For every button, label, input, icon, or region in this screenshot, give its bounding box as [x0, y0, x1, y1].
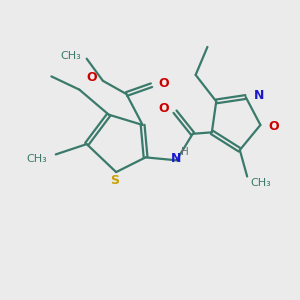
Text: N: N: [254, 89, 264, 102]
Text: O: O: [86, 71, 97, 84]
Text: O: O: [158, 77, 169, 90]
Text: H: H: [182, 147, 189, 157]
Text: O: O: [269, 120, 279, 133]
Text: CH₃: CH₃: [60, 51, 81, 61]
Text: CH₃: CH₃: [26, 154, 47, 164]
Text: N: N: [171, 152, 181, 165]
Text: CH₃: CH₃: [250, 178, 271, 188]
Text: O: O: [158, 102, 169, 115]
Text: S: S: [110, 174, 119, 187]
